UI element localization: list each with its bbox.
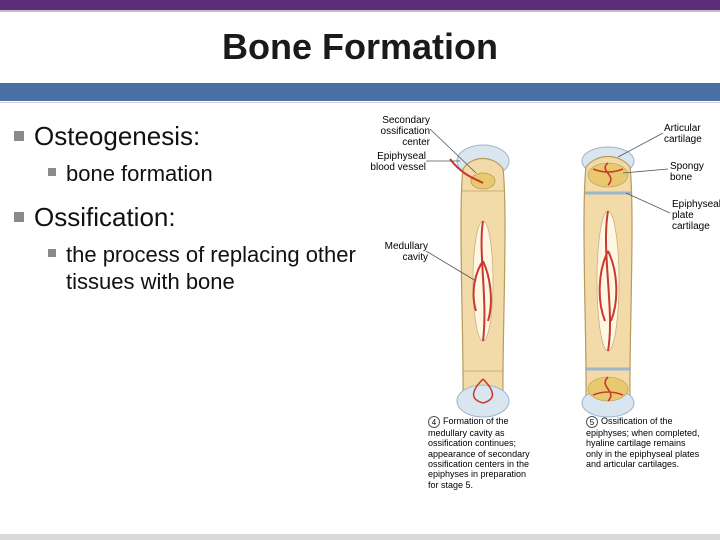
content-area: Osteogenesis: bone formation Ossificatio…	[0, 103, 720, 318]
caption-step4-text: Formation of the medullary cavity as oss…	[428, 416, 530, 490]
slide-title: Bone Formation	[222, 26, 498, 68]
sub-bullet-text: bone formation	[66, 160, 213, 188]
sub-bullet-text: the process of replacing other tissues w…	[66, 241, 368, 296]
caption-step5: 5Ossification of the epiphyses; when com…	[586, 416, 704, 469]
bullet-text: Osteogenesis:	[34, 121, 200, 152]
label-epiphyseal-plate: Epiphysealplatecartilage	[672, 199, 720, 232]
top-purple-bar	[0, 0, 720, 10]
sub-bullet-process: the process of replacing other tissues w…	[48, 241, 368, 296]
label-medullary-cavity: Medullarycavity	[376, 241, 428, 263]
sub-bullet-bone-formation: bone formation	[48, 160, 368, 188]
bullet-osteogenesis: Osteogenesis:	[14, 121, 368, 152]
bullet-ossification: Ossification:	[14, 202, 368, 233]
diagram-column: Secondaryossificationcenter Epiphysealbl…	[368, 121, 712, 310]
step-number-icon: 5	[586, 416, 598, 428]
title-zone: Bone Formation	[0, 12, 720, 82]
blue-band	[0, 82, 720, 102]
label-epiphyseal-vessel: Epiphysealblood vessel	[370, 151, 426, 173]
label-secondary-ossification: Secondaryossificationcenter	[370, 115, 430, 148]
label-articular-cartilage: Articularcartilage	[664, 123, 714, 145]
bullet-icon	[48, 168, 56, 176]
step-number-icon: 4	[428, 416, 440, 428]
bullet-icon	[14, 212, 24, 222]
bullet-icon	[48, 249, 56, 257]
label-spongy-bone: Spongybone	[670, 161, 720, 183]
caption-step4: 4Formation of the medullary cavity as os…	[428, 416, 538, 490]
bullet-icon	[14, 131, 24, 141]
text-column: Osteogenesis: bone formation Ossificatio…	[8, 121, 368, 310]
caption-step5-text: Ossification of the epiphyses; when comp…	[586, 416, 700, 469]
bullet-text: Ossification:	[34, 202, 176, 233]
footer-bar	[0, 534, 720, 540]
